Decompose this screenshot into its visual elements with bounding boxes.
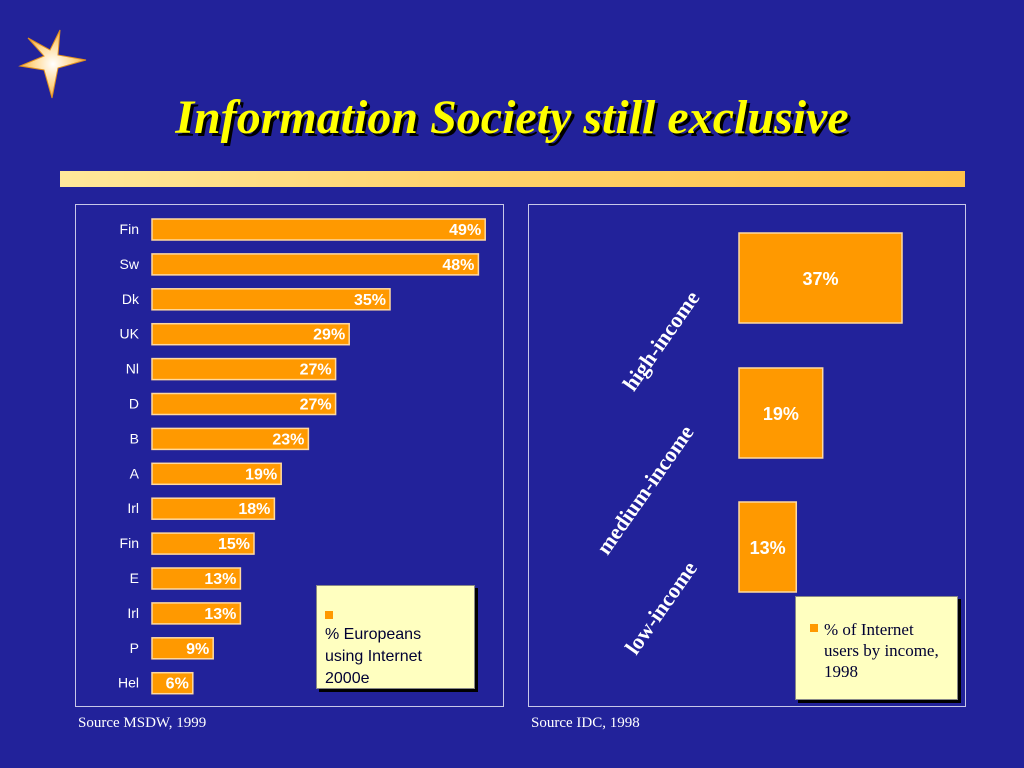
bar-value-label: 29% bbox=[313, 327, 345, 344]
bar-value-label: 13% bbox=[750, 538, 786, 558]
bar-value-label: 35% bbox=[354, 292, 386, 309]
bar-value-label: 19% bbox=[245, 466, 277, 483]
bar-value-label: 6% bbox=[166, 676, 189, 693]
legend-swatch bbox=[325, 611, 333, 619]
category-label: P bbox=[130, 640, 139, 656]
bar bbox=[151, 567, 242, 590]
bar bbox=[151, 427, 310, 451]
page-title: Information Society still exclusive bbox=[175, 91, 849, 144]
bar bbox=[151, 253, 480, 276]
category-label: Hel bbox=[118, 675, 139, 691]
bar-value-label: 18% bbox=[238, 501, 270, 518]
category-label: Fin bbox=[120, 221, 139, 237]
category-label: low-income bbox=[620, 556, 702, 659]
bar-value-label: 19% bbox=[763, 404, 799, 424]
bar bbox=[151, 392, 337, 416]
bar-value-label: 49% bbox=[449, 222, 481, 239]
category-label: B bbox=[130, 430, 139, 446]
title-divider bbox=[60, 171, 965, 187]
category-label: E bbox=[130, 570, 139, 586]
bar-value-label: 48% bbox=[442, 257, 474, 274]
source-note: Source MSDW, 1999 bbox=[78, 715, 207, 731]
bar bbox=[151, 462, 282, 486]
bar-value-label: 15% bbox=[218, 536, 250, 553]
bar bbox=[151, 288, 391, 311]
legend-label: % of Internet users by income, 1998 bbox=[824, 620, 939, 681]
category-label: Nl bbox=[126, 361, 139, 377]
legend-swatch bbox=[810, 624, 818, 632]
bar bbox=[738, 232, 903, 324]
bar-value-label: 13% bbox=[204, 606, 236, 623]
bar-value-label: 27% bbox=[300, 362, 332, 379]
bar bbox=[151, 357, 337, 381]
bar bbox=[151, 637, 214, 660]
income-chart-panel bbox=[528, 204, 966, 707]
category-label: high-income bbox=[617, 286, 704, 396]
category-label: A bbox=[130, 465, 140, 481]
bar bbox=[738, 367, 824, 459]
bar bbox=[151, 497, 276, 520]
category-label: Fin bbox=[120, 535, 139, 551]
bar-value-label: 13% bbox=[204, 571, 236, 588]
europe-chart-legend: % Europeans using Internet 2000e bbox=[316, 585, 475, 689]
category-label: Irl bbox=[127, 605, 139, 621]
bar-value-label: 37% bbox=[802, 269, 838, 289]
bar-value-label: 23% bbox=[272, 431, 304, 448]
source-note: Source IDC, 1998 bbox=[531, 715, 640, 731]
bar bbox=[738, 501, 798, 593]
bar bbox=[151, 671, 194, 695]
bar bbox=[151, 602, 242, 625]
legend-label: % Europeans using Internet 2000e bbox=[325, 626, 422, 687]
category-label: medium-income bbox=[591, 420, 699, 559]
europe-chart-panel bbox=[75, 204, 504, 707]
bar bbox=[151, 532, 255, 555]
bar bbox=[151, 322, 350, 346]
bar bbox=[151, 218, 486, 241]
category-label: Dk bbox=[122, 291, 140, 307]
category-label: UK bbox=[120, 326, 140, 342]
bar-value-label: 9% bbox=[186, 641, 209, 658]
category-label: Sw bbox=[120, 256, 140, 272]
income-chart-legend: % of Internet users by income, 1998 bbox=[795, 596, 958, 700]
star-icon bbox=[18, 29, 87, 99]
bar-value-label: 27% bbox=[300, 397, 332, 414]
category-label: Irl bbox=[127, 500, 139, 516]
category-label: D bbox=[129, 396, 139, 412]
